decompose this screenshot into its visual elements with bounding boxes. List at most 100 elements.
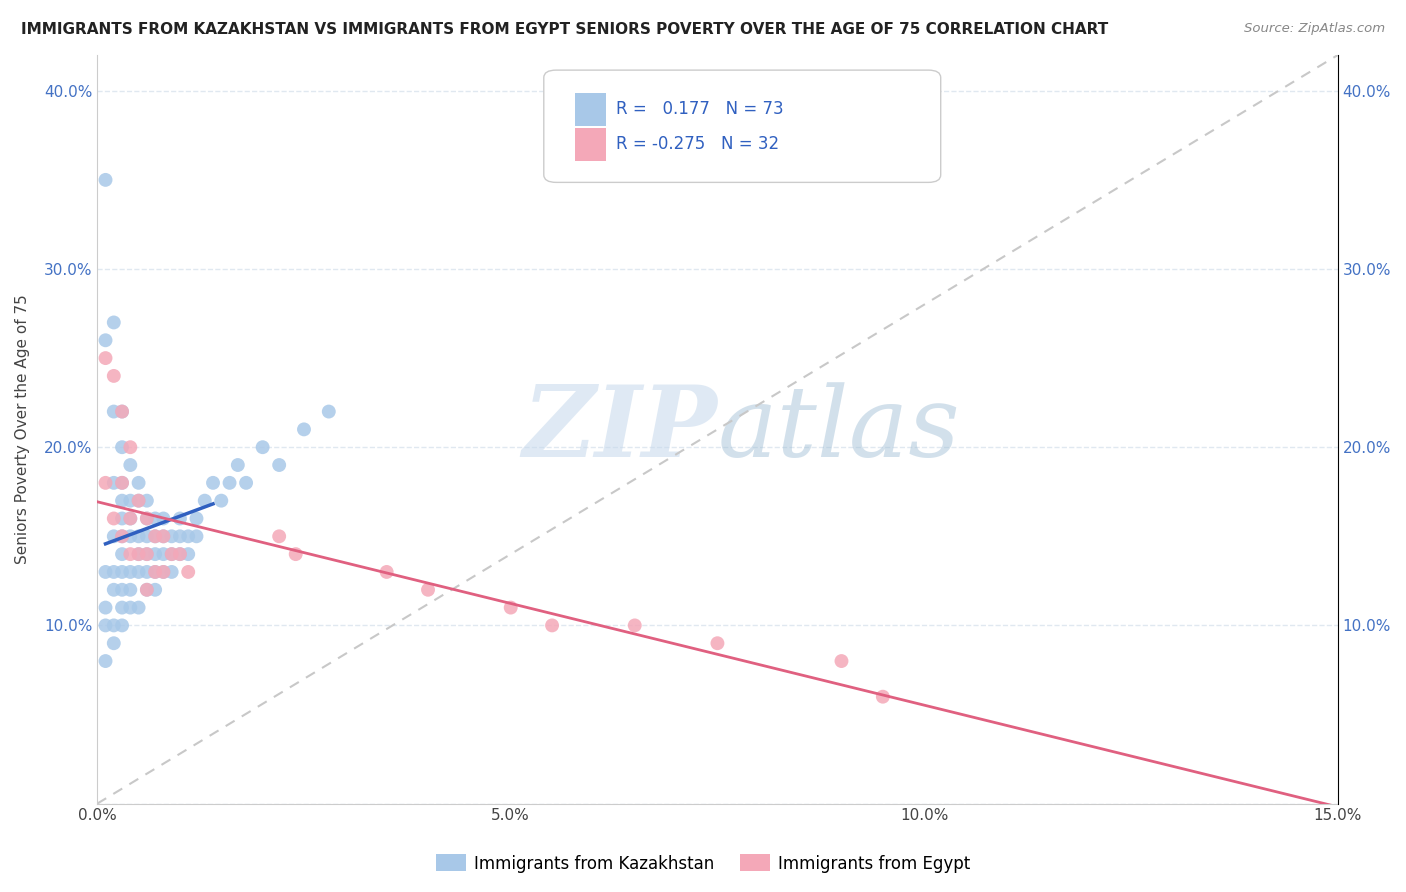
Point (143, 547, 166, 561)
Point (120, 440, 142, 454)
Point (111, 493, 134, 508)
Point (252, 440, 274, 454)
Point (143, 529, 166, 543)
Point (706, 636, 728, 650)
Point (120, 565, 142, 579)
Point (103, 618, 125, 632)
Point (103, 582, 125, 597)
Point (235, 475, 257, 490)
Point (177, 547, 200, 561)
Point (103, 475, 125, 490)
Point (160, 565, 183, 579)
Point (111, 618, 134, 632)
Point (111, 475, 134, 490)
Point (94, 618, 117, 632)
Point (318, 404, 340, 418)
Point (128, 493, 150, 508)
Point (169, 547, 191, 561)
Point (111, 404, 134, 418)
Point (209, 493, 232, 508)
Point (128, 600, 150, 615)
Point (152, 547, 174, 561)
Point (186, 511, 208, 525)
Point (152, 529, 174, 543)
Point (103, 511, 125, 525)
Point (177, 565, 200, 579)
Point (169, 547, 191, 561)
Point (218, 475, 240, 490)
Point (120, 511, 142, 525)
Point (128, 529, 150, 543)
Point (499, 600, 522, 615)
Point (202, 475, 225, 490)
Point (128, 565, 150, 579)
Point (111, 565, 134, 579)
Point (160, 547, 183, 561)
Point (872, 690, 894, 704)
Point (269, 458, 291, 472)
Point (128, 547, 150, 561)
Point (111, 440, 134, 454)
Point (120, 529, 142, 543)
Point (226, 458, 249, 472)
Point (94, 333, 117, 347)
Point (94, 173, 117, 187)
Point (143, 511, 166, 525)
Point (111, 547, 134, 561)
Text: IMMIGRANTS FROM KAZAKHSTAN VS IMMIGRANTS FROM EGYPT SENIORS POVERTY OVER THE AGE: IMMIGRANTS FROM KAZAKHSTAN VS IMMIGRANTS… (21, 22, 1108, 37)
Point (194, 493, 217, 508)
FancyBboxPatch shape (575, 128, 606, 161)
Point (94, 565, 117, 579)
Text: atlas: atlas (717, 382, 960, 477)
Point (94, 654, 117, 668)
Point (111, 511, 134, 525)
Y-axis label: Seniors Poverty Over the Age of 75: Seniors Poverty Over the Age of 75 (15, 294, 30, 565)
Text: Source: ZipAtlas.com: Source: ZipAtlas.com (1244, 22, 1385, 36)
Point (169, 511, 191, 525)
Point (152, 511, 174, 525)
Point (152, 565, 174, 579)
Point (143, 565, 166, 579)
Text: R =   0.177   N = 73: R = 0.177 N = 73 (616, 100, 783, 118)
Point (269, 529, 291, 543)
Point (103, 315, 125, 329)
Point (103, 368, 125, 383)
Point (111, 600, 134, 615)
Point (128, 475, 150, 490)
Point (177, 529, 200, 543)
Point (111, 582, 134, 597)
Point (135, 582, 157, 597)
Point (135, 511, 157, 525)
Point (143, 565, 166, 579)
Text: R = -0.275   N = 32: R = -0.275 N = 32 (616, 136, 779, 153)
Point (416, 582, 439, 597)
Point (160, 529, 183, 543)
Point (120, 511, 142, 525)
Point (111, 475, 134, 490)
Point (284, 547, 307, 561)
Point (152, 565, 174, 579)
Point (120, 547, 142, 561)
Point (120, 600, 142, 615)
Point (143, 582, 166, 597)
Point (94, 600, 117, 615)
Point (152, 529, 174, 543)
Point (135, 529, 157, 543)
Point (103, 404, 125, 418)
Point (623, 618, 645, 632)
Point (830, 654, 852, 668)
Point (135, 493, 157, 508)
Legend: Immigrants from Kazakhstan, Immigrants from Egypt: Immigrants from Kazakhstan, Immigrants f… (429, 847, 977, 880)
Point (103, 529, 125, 543)
Point (94, 475, 117, 490)
Point (135, 547, 157, 561)
Point (292, 422, 315, 436)
Point (120, 458, 142, 472)
Point (375, 565, 398, 579)
Point (135, 511, 157, 525)
Point (135, 547, 157, 561)
Point (111, 404, 134, 418)
Point (103, 565, 125, 579)
Point (111, 529, 134, 543)
Point (186, 529, 208, 543)
